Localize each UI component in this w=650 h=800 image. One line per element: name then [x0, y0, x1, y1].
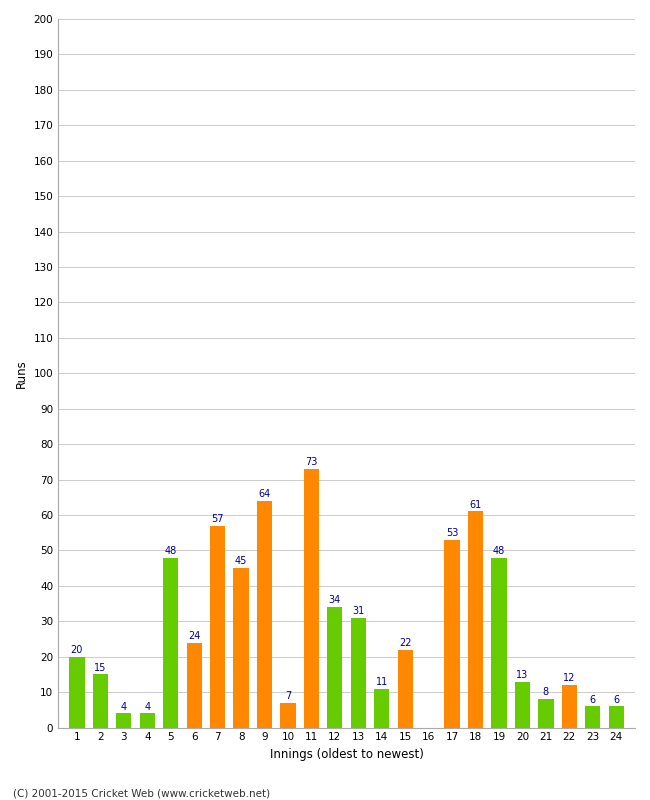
Text: 73: 73 [306, 457, 318, 467]
Bar [445, 540, 460, 727]
Bar [562, 685, 577, 727]
Bar [304, 469, 319, 727]
Bar [233, 568, 249, 727]
Bar [585, 706, 601, 727]
Text: 4: 4 [121, 702, 127, 712]
Text: 57: 57 [211, 514, 224, 524]
Text: 48: 48 [164, 546, 177, 556]
Text: 20: 20 [71, 645, 83, 655]
Bar [515, 682, 530, 727]
Text: 6: 6 [590, 694, 596, 705]
Text: 8: 8 [543, 687, 549, 698]
Bar [374, 689, 389, 727]
Bar [468, 511, 483, 727]
Bar [538, 699, 554, 727]
Bar [163, 558, 178, 727]
Text: 12: 12 [563, 674, 575, 683]
X-axis label: Innings (oldest to newest): Innings (oldest to newest) [270, 748, 424, 761]
Text: 24: 24 [188, 630, 200, 641]
Text: 53: 53 [446, 528, 458, 538]
Bar [140, 714, 155, 727]
Text: 61: 61 [469, 500, 482, 510]
Text: 22: 22 [399, 638, 411, 648]
Text: 31: 31 [352, 606, 365, 616]
Bar [93, 674, 108, 727]
Text: 13: 13 [516, 670, 528, 680]
Text: 7: 7 [285, 691, 291, 701]
Text: 4: 4 [144, 702, 150, 712]
Text: 48: 48 [493, 546, 505, 556]
Bar [351, 618, 366, 727]
Text: 34: 34 [329, 595, 341, 606]
Text: 11: 11 [376, 677, 388, 687]
Bar [491, 558, 506, 727]
Bar [210, 526, 226, 727]
Text: (C) 2001-2015 Cricket Web (www.cricketweb.net): (C) 2001-2015 Cricket Web (www.cricketwe… [13, 788, 270, 798]
Bar [280, 702, 296, 727]
Bar [116, 714, 131, 727]
Text: 6: 6 [613, 694, 619, 705]
Bar [187, 642, 202, 727]
Text: 64: 64 [259, 489, 270, 499]
Bar [70, 657, 84, 727]
Text: 15: 15 [94, 662, 107, 673]
Bar [257, 501, 272, 727]
Bar [327, 607, 343, 727]
Text: 45: 45 [235, 556, 247, 566]
Y-axis label: Runs: Runs [15, 359, 28, 388]
Bar [398, 650, 413, 727]
Bar [608, 706, 624, 727]
